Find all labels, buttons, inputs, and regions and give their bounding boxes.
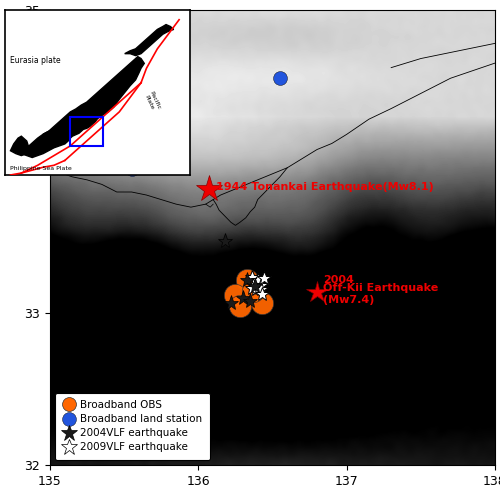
Polygon shape	[43, 128, 65, 137]
Text: Pacific
Plate: Pacific Plate	[143, 90, 161, 113]
Polygon shape	[488, 256, 495, 263]
Polygon shape	[219, 319, 226, 326]
Polygon shape	[326, 294, 333, 300]
Polygon shape	[380, 282, 387, 288]
Polygon shape	[84, 350, 90, 357]
Text: 2004: 2004	[323, 275, 354, 285]
Polygon shape	[272, 306, 280, 313]
Polygon shape	[246, 313, 252, 320]
Text: Philippine Sea Plate: Philippine Sea Plate	[10, 166, 72, 171]
Polygon shape	[192, 326, 198, 332]
Polygon shape	[434, 269, 441, 276]
Polygon shape	[408, 276, 414, 282]
Polygon shape	[300, 300, 306, 307]
Polygon shape	[165, 332, 172, 338]
Bar	[70, 117, 103, 146]
Text: Nankai Trough: Nankai Trough	[176, 328, 262, 359]
Polygon shape	[10, 136, 29, 156]
Polygon shape	[354, 288, 360, 294]
Polygon shape	[138, 338, 144, 344]
Legend: Broadband OBS, Broadband land station, 2004VLF earthquake, 2009VLF earthquake: Broadband OBS, Broadband land station, 2…	[55, 392, 210, 460]
Text: Eurasia plate: Eurasia plate	[10, 56, 61, 66]
Text: Off-Kii Earthquake
(Mw7.4): Off-Kii Earthquake (Mw7.4)	[323, 283, 438, 304]
Polygon shape	[22, 56, 144, 158]
Polygon shape	[124, 24, 174, 56]
Text: 1944 Tonankai Earthquake(Mw8.1): 1944 Tonankai Earthquake(Mw8.1)	[216, 182, 434, 192]
Polygon shape	[111, 344, 117, 350]
Polygon shape	[462, 263, 468, 270]
Polygon shape	[57, 356, 64, 363]
